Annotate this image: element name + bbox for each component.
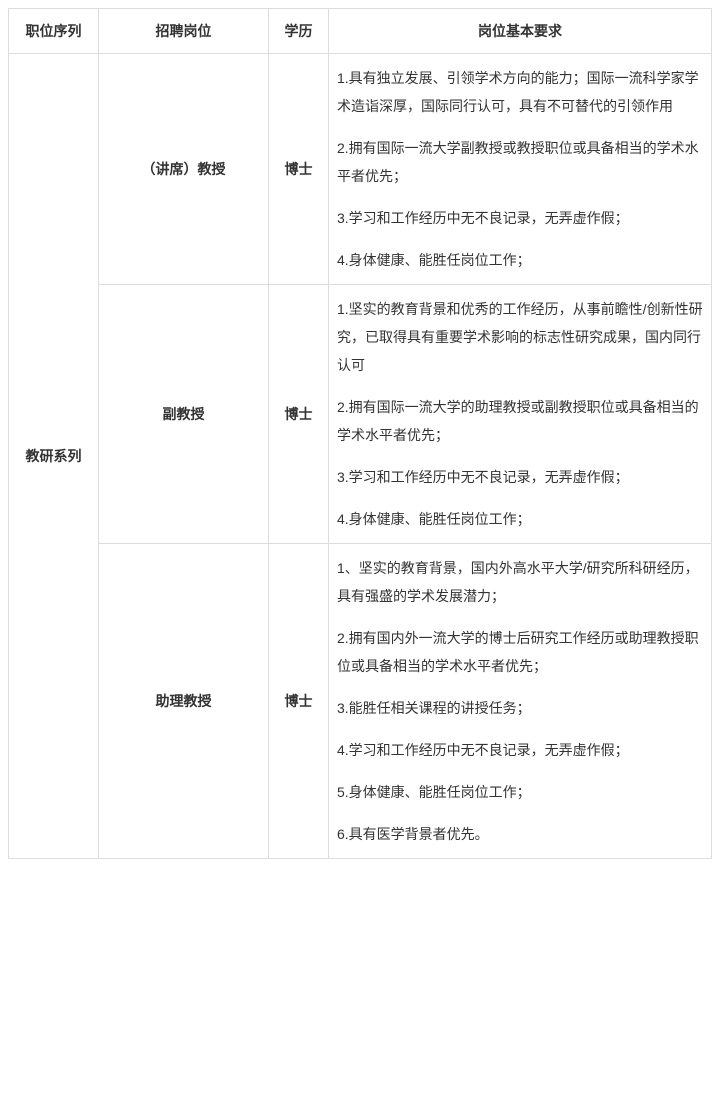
requirement-item: 6.具有医学背景者优先。 [337,820,703,848]
requirements-cell: 1、坚实的教育背景，国内外高水平大学/研究所科研经历，具有强盛的学术发展潜力； … [329,544,712,859]
requirement-item: 3.能胜任相关课程的讲授任务； [337,694,703,722]
education-cell: 博士 [269,285,329,544]
requirement-item: 4.学习和工作经历中无不良记录，无弄虚作假； [337,736,703,764]
table-row: 副教授 博士 1.坚实的教育背景和优秀的工作经历，从事前瞻性/创新性研究，已取得… [9,285,712,544]
table-row: 教研系列 （讲席）教授 博士 1.具有独立发展、引领学术方向的能力；国际一流科学… [9,54,712,285]
requirement-item: 4.身体健康、能胜任岗位工作； [337,505,703,533]
position-cell: 副教授 [99,285,269,544]
requirement-item: 2.拥有国际一流大学的助理教授或副教授职位或具备相当的学术水平者优先； [337,393,703,449]
requirement-item: 5.身体健康、能胜任岗位工作； [337,778,703,806]
requirement-item: 4.身体健康、能胜任岗位工作； [337,246,703,274]
recruitment-table: 职位序列 招聘岗位 学历 岗位基本要求 教研系列 （讲席）教授 博士 1.具有独… [8,8,712,859]
education-cell: 博士 [269,544,329,859]
requirement-item: 2.拥有国际一流大学副教授或教授职位或具备相当的学术水平者优先； [337,134,703,190]
table-header-row: 职位序列 招聘岗位 学历 岗位基本要求 [9,9,712,54]
table-row: 助理教授 博士 1、坚实的教育背景，国内外高水平大学/研究所科研经历，具有强盛的… [9,544,712,859]
position-cell: 助理教授 [99,544,269,859]
header-position: 招聘岗位 [99,9,269,54]
requirement-item: 3.学习和工作经历中无不良记录，无弄虚作假； [337,463,703,491]
requirement-item: 2.拥有国内外一流大学的博士后研究工作经历或助理教授职位或具备相当的学术水平者优… [337,624,703,680]
requirement-item: 3.学习和工作经历中无不良记录，无弄虚作假； [337,204,703,232]
header-series: 职位序列 [9,9,99,54]
requirements-cell: 1.坚实的教育背景和优秀的工作经历，从事前瞻性/创新性研究，已取得具有重要学术影… [329,285,712,544]
requirement-item: 1.具有独立发展、引领学术方向的能力；国际一流科学家学术造诣深厚，国际同行认可，… [337,64,703,120]
requirements-cell: 1.具有独立发展、引领学术方向的能力；国际一流科学家学术造诣深厚，国际同行认可，… [329,54,712,285]
requirement-item: 1、坚实的教育背景，国内外高水平大学/研究所科研经历，具有强盛的学术发展潜力； [337,554,703,610]
header-requirements: 岗位基本要求 [329,9,712,54]
requirement-item: 1.坚实的教育背景和优秀的工作经历，从事前瞻性/创新性研究，已取得具有重要学术影… [337,295,703,379]
education-cell: 博士 [269,54,329,285]
header-education: 学历 [269,9,329,54]
series-cell: 教研系列 [9,54,99,859]
position-cell: （讲席）教授 [99,54,269,285]
